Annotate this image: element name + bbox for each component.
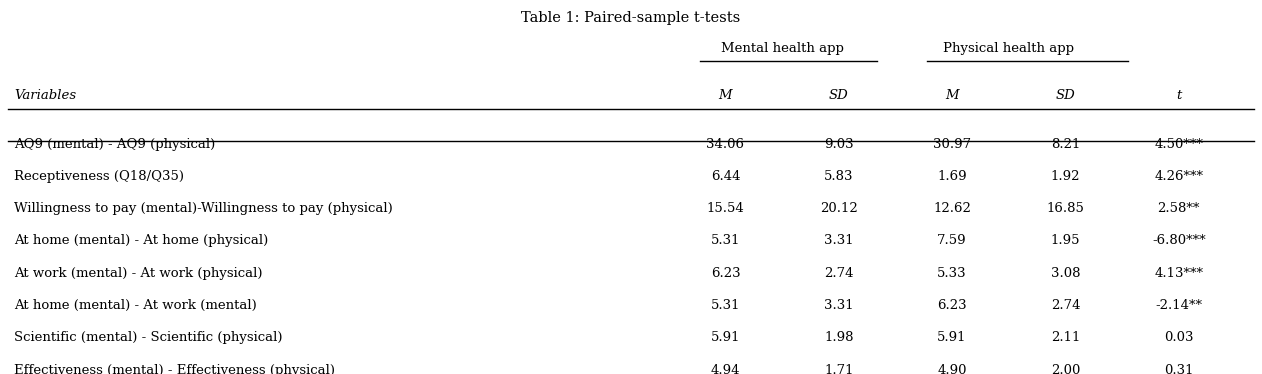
Text: 0.31: 0.31 <box>1164 364 1194 374</box>
Text: SD: SD <box>829 89 848 102</box>
Text: 4.94: 4.94 <box>711 364 741 374</box>
Text: At home (mental) - At home (physical): At home (mental) - At home (physical) <box>14 234 269 248</box>
Text: 16.85: 16.85 <box>1046 202 1084 215</box>
Text: M: M <box>718 89 732 102</box>
Text: 4.50***: 4.50*** <box>1155 138 1203 151</box>
Text: 0.03: 0.03 <box>1164 331 1194 344</box>
Text: t: t <box>1176 89 1181 102</box>
Text: -2.14**: -2.14** <box>1155 299 1203 312</box>
Text: 4.13***: 4.13*** <box>1155 267 1203 280</box>
Text: 4.26***: 4.26*** <box>1155 170 1203 183</box>
Text: 1.95: 1.95 <box>1051 234 1080 248</box>
Text: Table 1: Paired-sample t-tests: Table 1: Paired-sample t-tests <box>521 11 741 25</box>
Text: 1.69: 1.69 <box>938 170 967 183</box>
Text: 2.11: 2.11 <box>1051 331 1080 344</box>
Text: At home (mental) - At work (mental): At home (mental) - At work (mental) <box>14 299 256 312</box>
Text: 2.00: 2.00 <box>1051 364 1080 374</box>
Text: 6.44: 6.44 <box>711 170 741 183</box>
Text: SD: SD <box>1055 89 1075 102</box>
Text: Effectiveness (mental) - Effectiveness (physical): Effectiveness (mental) - Effectiveness (… <box>14 364 334 374</box>
Text: 4.90: 4.90 <box>938 364 967 374</box>
Text: 5.91: 5.91 <box>711 331 741 344</box>
Text: 5.31: 5.31 <box>711 299 741 312</box>
Text: 3.08: 3.08 <box>1051 267 1080 280</box>
Text: 9.03: 9.03 <box>824 138 853 151</box>
Text: Mental health app: Mental health app <box>721 42 843 55</box>
Text: 5.91: 5.91 <box>938 331 967 344</box>
Text: 3.31: 3.31 <box>824 299 853 312</box>
Text: 6.23: 6.23 <box>711 267 741 280</box>
Text: 5.31: 5.31 <box>711 234 741 248</box>
Text: 5.33: 5.33 <box>938 267 967 280</box>
Text: AQ9 (mental) - AQ9 (physical): AQ9 (mental) - AQ9 (physical) <box>14 138 216 151</box>
Text: 3.31: 3.31 <box>824 234 853 248</box>
Text: 2.58**: 2.58** <box>1157 202 1200 215</box>
Text: 2.74: 2.74 <box>1051 299 1080 312</box>
Text: M: M <box>945 89 959 102</box>
Text: 30.97: 30.97 <box>933 138 972 151</box>
Text: 8.21: 8.21 <box>1051 138 1080 151</box>
Text: Physical health app: Physical health app <box>943 42 1074 55</box>
Text: 1.71: 1.71 <box>824 364 853 374</box>
Text: 12.62: 12.62 <box>933 202 970 215</box>
Text: 6.23: 6.23 <box>938 299 967 312</box>
Text: 1.92: 1.92 <box>1051 170 1080 183</box>
Text: Variables: Variables <box>14 89 76 102</box>
Text: 34.06: 34.06 <box>707 138 745 151</box>
Text: 20.12: 20.12 <box>820 202 858 215</box>
Text: Willingness to pay (mental)-Willingness to pay (physical): Willingness to pay (mental)-Willingness … <box>14 202 392 215</box>
Text: At work (mental) - At work (physical): At work (mental) - At work (physical) <box>14 267 262 280</box>
Text: Receptiveness (Q18/Q35): Receptiveness (Q18/Q35) <box>14 170 184 183</box>
Text: Scientific (mental) - Scientific (physical): Scientific (mental) - Scientific (physic… <box>14 331 283 344</box>
Text: 1.98: 1.98 <box>824 331 853 344</box>
Text: 5.83: 5.83 <box>824 170 853 183</box>
Text: 2.74: 2.74 <box>824 267 853 280</box>
Text: 15.54: 15.54 <box>707 202 745 215</box>
Text: -6.80***: -6.80*** <box>1152 234 1205 248</box>
Text: 7.59: 7.59 <box>938 234 967 248</box>
